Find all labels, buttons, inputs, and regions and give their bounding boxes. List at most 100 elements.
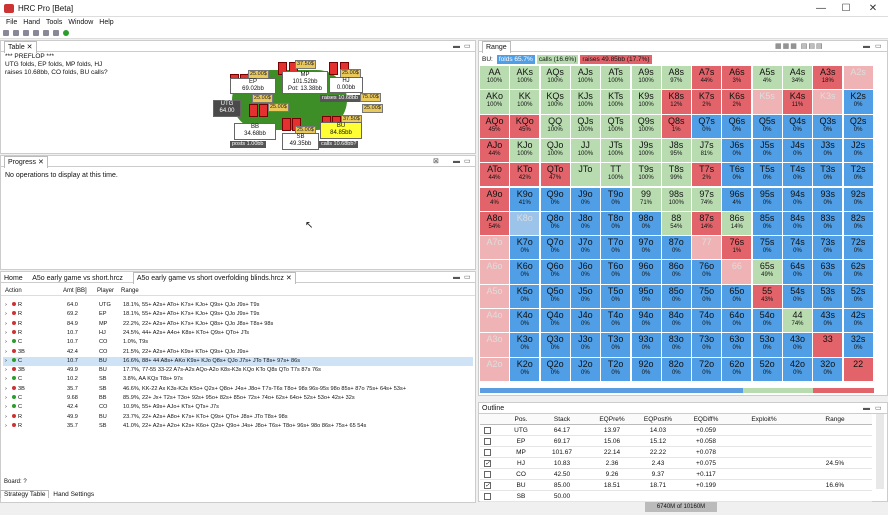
hand-cell[interactable]: K5o 0% <box>510 284 540 308</box>
hand-cell[interactable]: T3s 0% <box>813 163 843 187</box>
hand-cell[interactable]: 85s 0% <box>752 211 782 236</box>
hand-cell[interactable]: K9o 41% <box>510 187 540 211</box>
hand-cell[interactable]: J7o 0% <box>570 236 600 260</box>
hand-cell[interactable]: A5s 4% <box>752 66 782 90</box>
hand-cell[interactable]: J9o 0% <box>570 187 600 211</box>
minimize-panel-icon[interactable]: ▬ <box>863 405 870 412</box>
hand-cell[interactable]: Q7s 0% <box>692 114 722 138</box>
hand-cell[interactable]: 54s 0% <box>783 284 812 308</box>
hand-cell[interactable]: QTo 47% <box>540 163 570 187</box>
hand-cell[interactable]: 76o 0% <box>692 260 722 284</box>
hand-cell[interactable]: QJo 100% <box>540 138 570 163</box>
hand-cell[interactable]: 62o 0% <box>722 357 752 381</box>
hand-cell[interactable]: K7s 2% <box>692 90 722 114</box>
minimize-button[interactable]: — <box>816 3 826 14</box>
hand-cell[interactable]: QTs 100% <box>601 114 631 138</box>
hand-cell[interactable]: KK 100% <box>510 90 540 114</box>
hand-cell[interactable]: 96o 0% <box>631 260 661 284</box>
hand-cell[interactable]: 82o 0% <box>661 357 691 381</box>
outline-column-header[interactable]: Exploit% <box>751 416 777 423</box>
hand-cell[interactable]: J3s 0% <box>813 138 843 163</box>
outline-column-header[interactable]: EQDiff% <box>693 416 719 423</box>
hand-cell[interactable]: Q4o 0% <box>540 309 570 333</box>
outline-checkbox[interactable]: ✓ <box>484 460 491 467</box>
hand-cell[interactable]: K9s 100% <box>631 90 661 114</box>
maximize-panel-icon[interactable]: ▭ <box>875 405 882 412</box>
hand-cell[interactable]: A5o <box>480 284 509 308</box>
maximize-panel-icon[interactable]: ▭ <box>464 43 471 50</box>
expand-icon[interactable]: › <box>5 395 7 401</box>
hand-cell[interactable]: 94o 0% <box>631 309 661 333</box>
new-icon[interactable] <box>3 30 9 36</box>
maximize-panel-icon[interactable]: ▭ <box>464 274 471 281</box>
hand-cell[interactable]: Q8o 0% <box>540 211 570 236</box>
legend-folds[interactable]: folds 65.7% <box>496 55 535 64</box>
hand-cell[interactable]: Q5o 0% <box>540 284 570 308</box>
hand-cell[interactable]: 99 71% <box>631 187 661 211</box>
maximize-button[interactable]: ☐ <box>841 3 851 14</box>
hand-cell[interactable]: 54o 0% <box>752 309 782 333</box>
hand-cell[interactable]: 97o 0% <box>631 236 661 260</box>
minimize-panel-icon[interactable]: ▬ <box>863 43 870 50</box>
seat-hj[interactable]: HJ 0.00bb <box>329 77 363 93</box>
hand-cell[interactable]: 92s 0% <box>843 187 873 211</box>
outline-column-header[interactable]: Stack <box>553 416 571 423</box>
hand-cell[interactable]: T3o 0% <box>601 333 631 357</box>
hand-cell[interactable]: A6s 3% <box>722 66 752 90</box>
hand-cell[interactable]: 95s 0% <box>752 187 782 211</box>
expand-icon[interactable]: › <box>5 339 7 346</box>
hand-cell[interactable]: 93o 0% <box>631 333 661 357</box>
hand-cell[interactable]: 72s 0% <box>843 236 873 260</box>
hand-cell[interactable]: A8o 54% <box>480 211 509 236</box>
strategy-row[interactable]: › C 10.2 SB 3.8%, AA KQs T8s+ 97s <box>3 375 473 384</box>
open-icon[interactable] <box>13 30 19 36</box>
hand-cell[interactable]: TT 100% <box>601 163 631 187</box>
expand-icon[interactable]: › <box>5 422 7 429</box>
hand-cell[interactable]: 97s 74% <box>692 187 722 211</box>
tab-hand-settings[interactable]: Hand Settings <box>53 491 95 498</box>
hand-cell[interactable]: KJo 100% <box>510 138 540 163</box>
expand-icon[interactable]: › <box>5 367 7 374</box>
clear-icon[interactable]: ⊠ <box>433 158 439 165</box>
hand-cell[interactable]: T6o 0% <box>601 260 631 284</box>
hand-cell[interactable]: 63o 0% <box>722 333 752 357</box>
hand-cell[interactable]: A9s 100% <box>631 66 661 90</box>
strategy-row[interactable]: › 3B 49.9 BU 17.7%, 77-55 33-22 A7s-A2s AQo-… <box>3 366 473 375</box>
save-icon[interactable] <box>23 30 29 36</box>
strategy-row[interactable]: › C 10.7 CO 1.0%, T9s <box>3 338 473 347</box>
hand-cell[interactable]: KTs 100% <box>601 90 631 114</box>
hand-cell[interactable]: T8s 99% <box>661 163 691 187</box>
hand-cell[interactable]: 98s 100% <box>661 187 691 211</box>
hand-cell[interactable]: Q3o 0% <box>540 333 570 357</box>
hand-cell[interactable]: 66 <box>722 260 752 284</box>
hand-cell[interactable]: 63s 0% <box>813 260 843 284</box>
hand-cell[interactable]: Q9o 0% <box>540 187 570 211</box>
hand-cell[interactable]: K8s 12% <box>661 90 691 114</box>
hand-cell[interactable]: T9s 100% <box>631 163 661 187</box>
hand-cell[interactable]: 32o 0% <box>813 357 843 381</box>
hand-cell[interactable]: K2o 0% <box>510 357 540 381</box>
hand-cell[interactable]: 53o 0% <box>752 333 782 357</box>
minimize-panel-icon[interactable]: ▬ <box>453 158 460 165</box>
hand-cell[interactable]: Q8s 1% <box>661 114 691 138</box>
hand-cell[interactable]: AKs 100% <box>510 66 540 90</box>
outline-scrollbar[interactable] <box>876 414 884 489</box>
outline-checkbox[interactable] <box>484 493 491 500</box>
expand-icon[interactable]: › <box>5 376 7 383</box>
hand-cell[interactable]: 22 <box>843 357 873 381</box>
strategy-row[interactable]: › 3B 42.4 CO 21.5%, 22+ A2s+ ATo+ K9s+ KTo+ … <box>3 348 473 357</box>
hand-cell[interactable]: JTs 100% <box>601 138 631 163</box>
hand-cell[interactable]: 87o 0% <box>661 236 691 260</box>
hand-cell[interactable]: 53s 0% <box>813 284 843 308</box>
hand-cell[interactable]: Q4s 0% <box>783 114 812 138</box>
hand-cell[interactable]: J2s 0% <box>843 138 873 163</box>
outline-checkbox[interactable] <box>484 471 491 478</box>
hand-cell[interactable]: 44 74% <box>783 309 812 333</box>
hand-cell[interactable]: T4s 0% <box>783 163 812 187</box>
hand-cell[interactable]: K7o 0% <box>510 236 540 260</box>
hand-cell[interactable]: Q9s 100% <box>631 114 661 138</box>
hand-cell[interactable]: A7s 44% <box>692 66 722 90</box>
expand-icon[interactable]: › <box>5 311 7 318</box>
expand-icon[interactable]: › <box>5 413 7 420</box>
hand-cell[interactable]: AQs 100% <box>540 66 570 90</box>
